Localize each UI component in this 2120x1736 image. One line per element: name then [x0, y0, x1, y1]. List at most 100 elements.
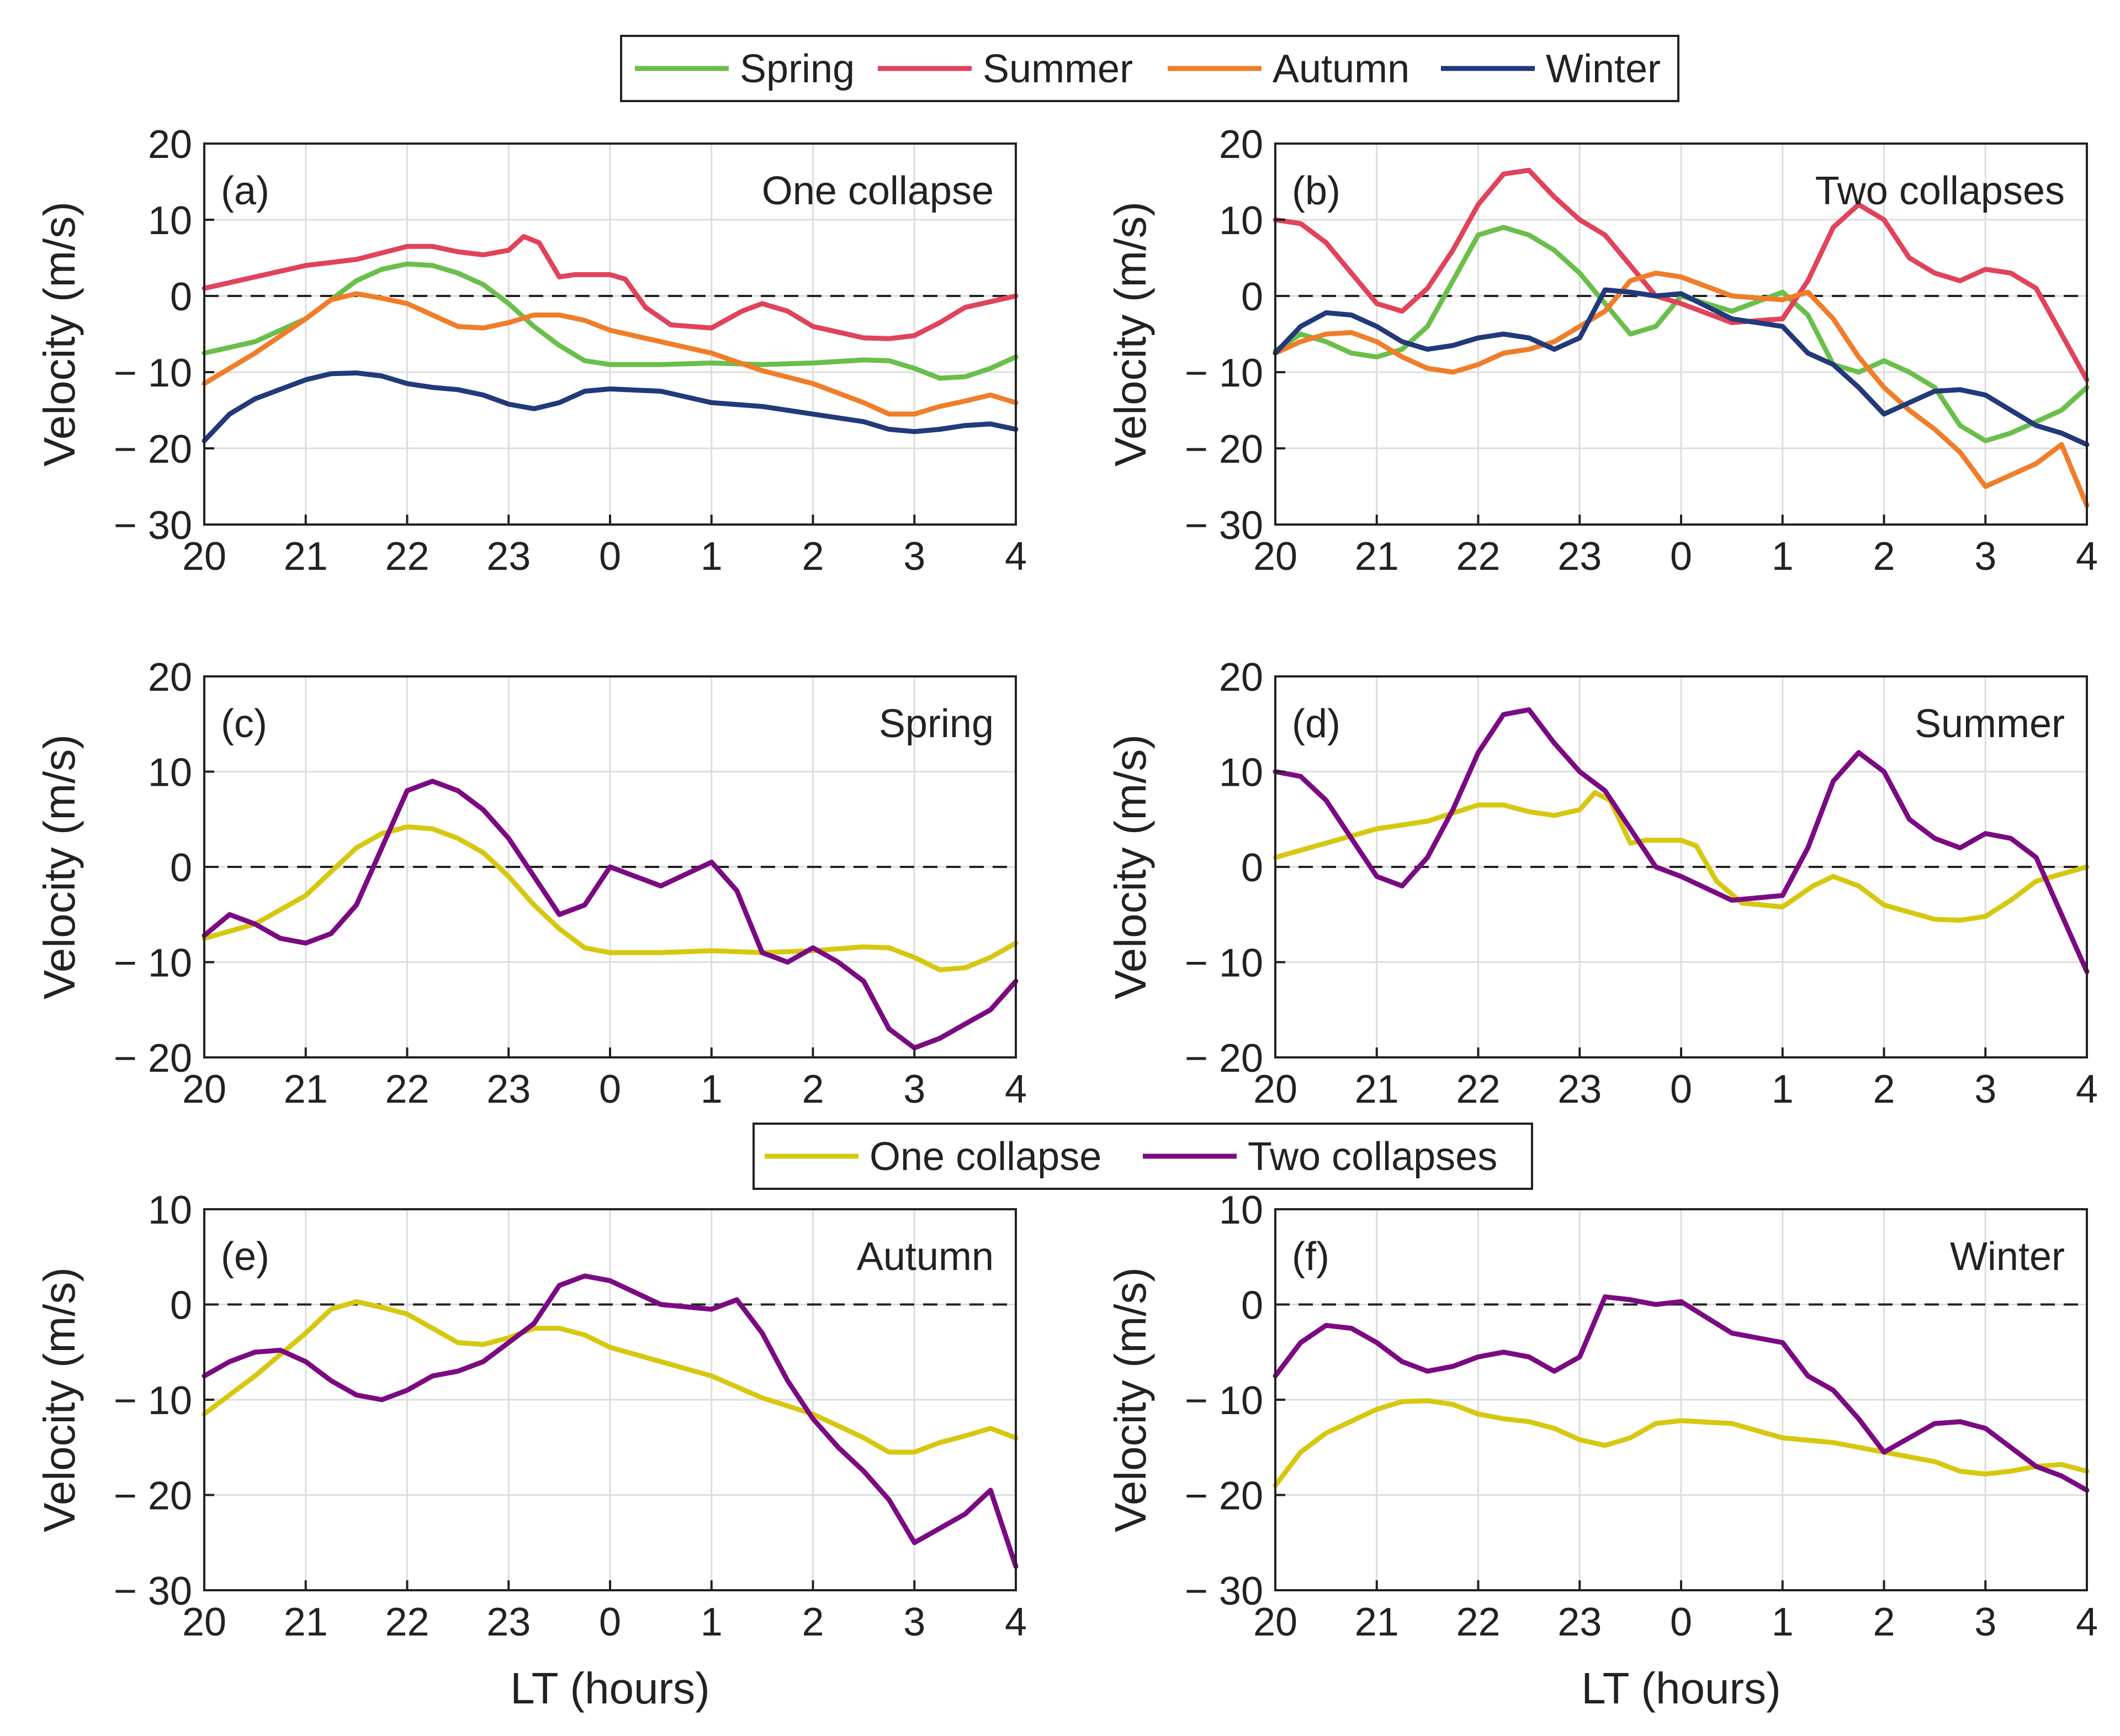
panel-annotation: Winter: [1950, 1235, 2065, 1279]
x-tick-label: 23: [486, 1067, 531, 1112]
x-tick-label: 2: [802, 534, 824, 579]
series-line-one-collapse: [202, 824, 1019, 972]
series-line-winter: [1273, 287, 2090, 447]
x-tick-label: 2: [802, 1600, 824, 1644]
x-tick-label: 4: [1005, 534, 1027, 579]
x-tick-label: 2: [1873, 1067, 1895, 1112]
x-tick-label: 20: [1253, 1600, 1297, 1644]
x-tick-label: 2: [1873, 1600, 1895, 1644]
series-line-autumn: [202, 291, 1019, 417]
y-tick-label: − 10: [1185, 1379, 1263, 1423]
x-tick-label: 20: [1253, 534, 1297, 579]
y-axis-title: Velocity (m/s): [35, 734, 84, 999]
x-tick-label: 2: [1873, 534, 1895, 579]
legend-entry-one-collapse: One collapse: [870, 1135, 1101, 1179]
y-tick-label: 20: [1219, 123, 1263, 167]
panel-annotation: Summer: [1915, 702, 2065, 746]
x-tick-label: 22: [385, 1600, 429, 1644]
series-line-two-collapses: [202, 779, 1019, 1051]
y-tick-label: − 10: [114, 941, 192, 986]
legend-entry-autumn: Autumn: [1273, 47, 1409, 91]
y-tick-label: − 20: [1185, 1036, 1263, 1081]
x-tick-label: 0: [1670, 1600, 1692, 1644]
series-line-one-collapse: [1273, 790, 2090, 923]
legend-entry-two-collapses: Two collapses: [1248, 1135, 1497, 1179]
y-tick-label: 0: [170, 846, 192, 890]
x-tick-label: 4: [1005, 1600, 1027, 1644]
x-tick-label: 22: [385, 534, 429, 579]
y-tick-label: − 20: [114, 1036, 192, 1081]
x-tick-label: 1: [1772, 534, 1794, 579]
y-axis-title: Velocity (m/s): [35, 1267, 84, 1532]
x-tick-label: 0: [1670, 534, 1692, 579]
y-tick-label: − 20: [114, 427, 192, 472]
x-tick-label: 22: [385, 1067, 429, 1112]
x-tick-label: 23: [486, 1600, 531, 1644]
series-line-two-collapses: [202, 1273, 1019, 1569]
x-tick-label: 0: [599, 1067, 621, 1112]
x-tick-label: 2: [802, 1067, 824, 1112]
y-axis-title: Velocity (m/s): [1106, 202, 1155, 467]
y-tick-label: 0: [170, 1284, 192, 1328]
y-tick-label: 10: [148, 751, 192, 795]
x-tick-label: 1: [701, 534, 723, 579]
legend-entry-summer: Summer: [983, 47, 1133, 91]
x-tick-label: 23: [1557, 1600, 1602, 1644]
x-tick-label: 20: [182, 1600, 226, 1644]
y-tick-label: 20: [148, 655, 192, 700]
y-tick-label: 0: [1241, 1284, 1263, 1328]
x-tick-label: 21: [1355, 1600, 1399, 1644]
y-tick-label: − 10: [114, 1379, 192, 1423]
y-tick-label: 20: [1219, 655, 1263, 700]
x-tick-label: 23: [1557, 534, 1602, 579]
y-axis-title: Velocity (m/s): [35, 202, 84, 467]
series-line-two-collapses: [1273, 707, 2090, 975]
x-tick-label: 22: [1456, 534, 1500, 579]
x-tick-label: 21: [1355, 534, 1399, 579]
y-tick-label: 10: [148, 1188, 192, 1232]
series-line-winter: [202, 370, 1019, 443]
x-tick-label: 0: [599, 1600, 621, 1644]
series-line-two-collapses: [1273, 1294, 2090, 1493]
panel-label: (f): [1292, 1235, 1329, 1279]
panel-label: (d): [1292, 702, 1340, 746]
x-tick-label: 4: [1005, 1067, 1027, 1112]
x-tick-label: 1: [701, 1067, 723, 1112]
x-tick-label: 20: [182, 1067, 226, 1112]
series-line-one-collapse: [202, 1299, 1019, 1455]
panel-annotation: Spring: [879, 702, 994, 746]
y-tick-label: 10: [1219, 1188, 1263, 1232]
x-tick-label: 4: [2076, 1067, 2098, 1112]
x-tick-label: 23: [1557, 1067, 1602, 1112]
y-tick-label: 10: [1219, 751, 1263, 795]
y-axis-title: Velocity (m/s): [1106, 734, 1155, 999]
y-tick-label: − 10: [1185, 351, 1263, 395]
y-tick-label: 0: [1241, 275, 1263, 319]
legend-entry-winter: Winter: [1546, 47, 1661, 91]
y-tick-label: − 30: [1185, 1569, 1263, 1613]
y-tick-label: − 30: [114, 504, 192, 548]
y-tick-label: 10: [148, 199, 192, 243]
x-tick-label: 21: [284, 1600, 328, 1644]
legend-seasons: Spring Summer Autumn Winter: [620, 35, 1679, 102]
x-tick-label: 3: [903, 534, 925, 579]
legend-collapse-types: One collapse Two collapses: [752, 1123, 1533, 1190]
x-tick-label: 1: [701, 1600, 723, 1644]
panel-annotation: One collapse: [762, 169, 994, 213]
x-tick-label: 22: [1456, 1600, 1500, 1644]
y-tick-label: − 20: [1185, 1474, 1263, 1518]
y-tick-label: − 30: [1185, 504, 1263, 548]
series-line-spring: [202, 261, 1019, 381]
x-tick-label: 3: [1974, 1067, 1996, 1112]
x-tick-label: 3: [903, 1600, 925, 1644]
legend-entry-spring: Spring: [740, 47, 855, 91]
x-tick-label: 21: [1355, 1067, 1399, 1112]
y-tick-label: 10: [1219, 199, 1263, 243]
x-tick-label: 4: [2076, 534, 2098, 579]
